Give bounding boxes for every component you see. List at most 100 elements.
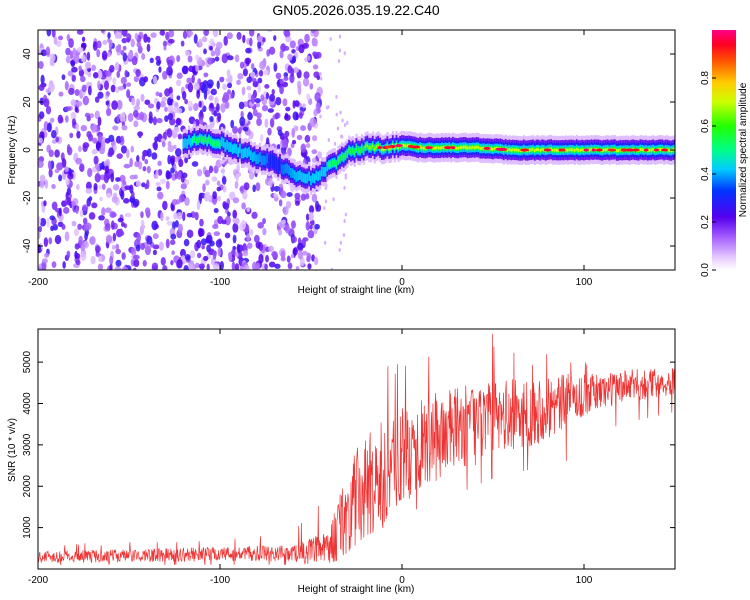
heatmap-cell xyxy=(186,212,193,218)
spectrogram-x-ticks: -200 -100 0 100 xyxy=(28,30,593,288)
heatmap-cell xyxy=(281,138,288,149)
heatmap-cell xyxy=(78,145,82,153)
heatmap-cell xyxy=(222,201,227,209)
heatmap-cell xyxy=(216,103,220,112)
heatmap-cell xyxy=(269,177,273,188)
heatmap-cell xyxy=(68,38,74,49)
heatmap-cell xyxy=(283,72,289,78)
heatmap-cell xyxy=(63,206,70,214)
heatmap-cell xyxy=(338,34,342,39)
heatmap-cell xyxy=(222,83,228,91)
heatmap-cell xyxy=(537,148,540,152)
heatmap-cell xyxy=(91,202,98,209)
heatmap-cell xyxy=(308,171,311,182)
heatmap-cell xyxy=(324,166,327,177)
heatmap-cell xyxy=(304,173,307,184)
heatmap-cell xyxy=(77,223,83,230)
heatmap-cell xyxy=(279,49,284,59)
heatmap-cell xyxy=(131,56,138,66)
heatmap-cell xyxy=(176,95,181,101)
heatmap-cell xyxy=(226,32,233,40)
heatmap-cell xyxy=(205,179,210,186)
heatmap-cell xyxy=(98,255,103,263)
heatmap-cell xyxy=(173,212,178,220)
heatmap-cell xyxy=(220,136,224,147)
heatmap-cell xyxy=(105,91,111,97)
heatmap-cell xyxy=(385,145,393,149)
heatmap-cell xyxy=(115,243,120,250)
heatmap-cell xyxy=(268,261,276,268)
heatmap-cell xyxy=(166,128,173,138)
heatmap-cell xyxy=(533,149,537,153)
heatmap-cell xyxy=(180,40,185,47)
heatmap-cell xyxy=(130,145,135,153)
heatmap-cell xyxy=(70,99,77,107)
heatmap-cell xyxy=(242,191,248,200)
heatmap-cell xyxy=(222,185,227,193)
heatmap-cell xyxy=(87,71,92,78)
heatmap-cell xyxy=(357,147,360,154)
heatmap-cell xyxy=(116,153,123,159)
heatmap-cell xyxy=(122,180,127,186)
heatmap-cell xyxy=(47,160,52,170)
heatmap-cell xyxy=(38,225,42,233)
heatmap-cell xyxy=(256,112,262,119)
heatmap-cell xyxy=(670,149,673,153)
heatmap-cell xyxy=(208,95,214,101)
heatmap-cell xyxy=(38,160,44,168)
heatmap-cell xyxy=(255,102,261,108)
heatmap-cell xyxy=(177,223,183,234)
heatmap-cell xyxy=(133,120,139,128)
heatmap-cell xyxy=(313,71,320,78)
heatmap-cell xyxy=(344,175,348,180)
heatmap-cell xyxy=(246,242,253,249)
y-tick-label: 0 xyxy=(22,147,33,153)
heatmap-cell xyxy=(282,206,289,216)
heatmap-cell xyxy=(215,141,218,147)
heatmap-cell xyxy=(184,138,187,148)
heatmap-cell xyxy=(130,38,135,48)
heatmap-cell xyxy=(256,117,262,127)
heatmap-cell xyxy=(178,194,185,203)
heatmap-cell xyxy=(44,252,50,258)
x-tick-label: 0 xyxy=(399,277,405,288)
heatmap-cell xyxy=(95,245,101,253)
heatmap-cell xyxy=(626,148,635,152)
heatmap-cell xyxy=(71,220,77,227)
heatmap-cell xyxy=(55,136,60,143)
heatmap-cell xyxy=(343,51,346,56)
heatmap-cell xyxy=(328,161,331,168)
heatmap-cell xyxy=(182,30,188,40)
y-tick-label: 1000 xyxy=(22,516,33,539)
heatmap-cell xyxy=(283,30,290,37)
heatmap-cell xyxy=(355,145,358,152)
heatmap-cell xyxy=(444,146,453,150)
heatmap-cell xyxy=(81,84,87,93)
heatmap-cell xyxy=(84,61,91,69)
heatmap-cell xyxy=(632,148,640,152)
heatmap-cell xyxy=(121,252,126,260)
heatmap-cell xyxy=(157,169,163,176)
heatmap-cell xyxy=(307,55,311,62)
heatmap-cell xyxy=(176,212,183,220)
heatmap-cell xyxy=(284,114,291,121)
heatmap-cell xyxy=(170,259,174,266)
heatmap-cell xyxy=(568,148,571,152)
heatmap-cell xyxy=(659,148,662,151)
heatmap-cell xyxy=(279,78,284,85)
heatmap-cell xyxy=(76,130,81,139)
heatmap-cell xyxy=(313,108,318,117)
heatmap-cell xyxy=(119,112,126,123)
y-tick-label: 2000 xyxy=(22,475,33,498)
heatmap-cell xyxy=(604,148,608,152)
heatmap-cell xyxy=(48,168,53,178)
heatmap-cell xyxy=(204,169,211,178)
heatmap-cell xyxy=(50,117,55,123)
heatmap-cell xyxy=(335,161,338,168)
heatmap-cell xyxy=(140,242,145,251)
heatmap-cell xyxy=(123,163,131,169)
heatmap-cell xyxy=(73,53,80,64)
heatmap-cell xyxy=(236,31,242,40)
heatmap-cell xyxy=(198,192,203,201)
heatmap-cell xyxy=(302,77,310,87)
